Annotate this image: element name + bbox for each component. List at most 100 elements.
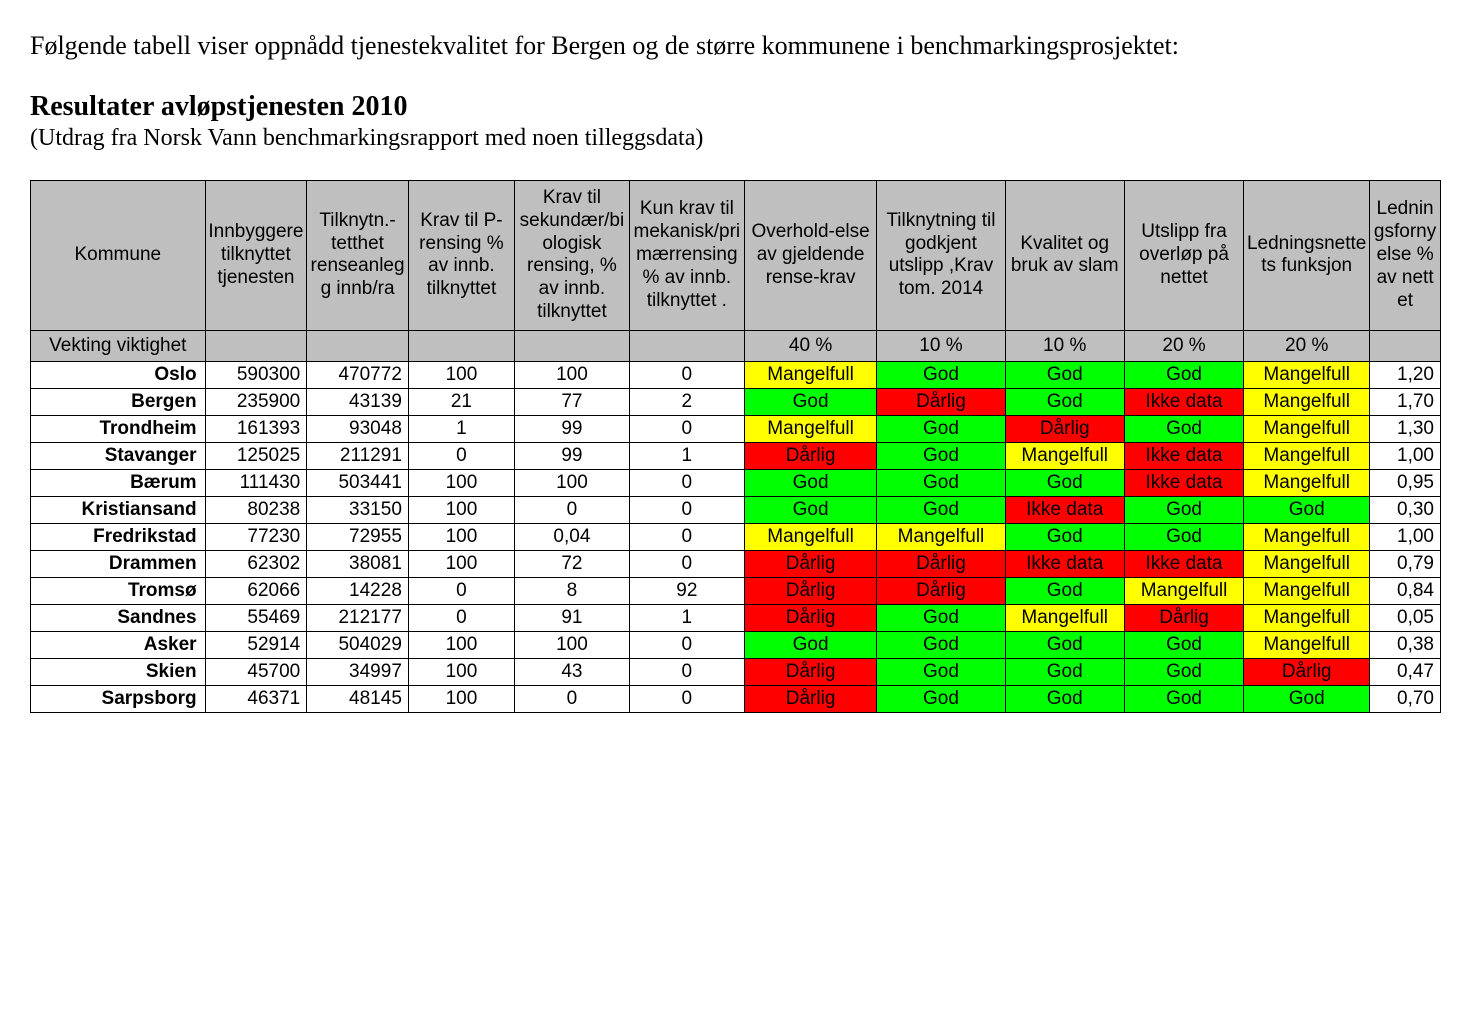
status-cell: God [877, 685, 1005, 712]
numeric-cell: 2 [629, 388, 744, 415]
status-cell: Ikke data [1124, 442, 1243, 469]
numeric-cell: 77230 [205, 523, 307, 550]
status-cell: God [1124, 658, 1243, 685]
status-cell: God [877, 415, 1005, 442]
status-cell: God [1124, 631, 1243, 658]
numeric-cell: 0 [408, 577, 514, 604]
numeric-cell: 0 [408, 604, 514, 631]
status-cell: Mangelfull [1005, 442, 1124, 469]
status-cell: Mangelfull [744, 415, 877, 442]
column-header: Tilknytn.-tetthet renseanlegg innb/ra [307, 181, 409, 331]
status-cell: God [744, 469, 877, 496]
table-row: Bergen2359004313921772GodDårligGodIkke d… [31, 388, 1441, 415]
table-row: Fredrikstad77230729551000,040MangelfullM… [31, 523, 1441, 550]
weighting-cell [307, 330, 409, 361]
status-cell: Dårlig [1244, 658, 1370, 685]
numeric-cell: 0,47 [1370, 658, 1441, 685]
status-cell: Mangelfull [1244, 604, 1370, 631]
column-header: Overhold-else av gjeldende rense-krav [744, 181, 877, 331]
page-title: Resultater avløpstjenesten 2010 [30, 91, 1441, 123]
numeric-cell: 0,95 [1370, 469, 1441, 496]
numeric-cell: 46371 [205, 685, 307, 712]
numeric-cell: 100 [408, 496, 514, 523]
kommune-cell: Sandnes [31, 604, 206, 631]
numeric-cell: 1 [408, 415, 514, 442]
status-cell: God [877, 604, 1005, 631]
numeric-cell: 100 [408, 523, 514, 550]
numeric-cell: 1,00 [1370, 523, 1441, 550]
weighting-cell [514, 330, 629, 361]
numeric-cell: 1,20 [1370, 361, 1441, 388]
numeric-cell: 100 [514, 361, 629, 388]
status-cell: God [1005, 469, 1124, 496]
numeric-cell: 93048 [307, 415, 409, 442]
numeric-cell: 77 [514, 388, 629, 415]
status-cell: God [1124, 361, 1243, 388]
status-cell: God [877, 631, 1005, 658]
table-row: Sandnes554692121770911DårligGodMangelful… [31, 604, 1441, 631]
column-header: Krav til P-rensing % av innb. tilknyttet [408, 181, 514, 331]
numeric-cell: 0 [629, 469, 744, 496]
table-header-row: KommuneInnbyggere tilknyttet tjenestenTi… [31, 181, 1441, 331]
numeric-cell: 62302 [205, 550, 307, 577]
status-cell: God [1244, 685, 1370, 712]
table-row: Sarpsborg463714814510000DårligGodGodGodG… [31, 685, 1441, 712]
status-cell: God [1005, 631, 1124, 658]
status-cell: God [1124, 496, 1243, 523]
numeric-cell: 470772 [307, 361, 409, 388]
status-cell: God [1005, 388, 1124, 415]
status-cell: Mangelfull [1244, 550, 1370, 577]
numeric-cell: 100 [514, 469, 629, 496]
numeric-cell: 0,04 [514, 523, 629, 550]
numeric-cell: 0 [629, 361, 744, 388]
kommune-cell: Bærum [31, 469, 206, 496]
numeric-cell: 34997 [307, 658, 409, 685]
table-row: Trondheim161393930481990MangelfullGodDår… [31, 415, 1441, 442]
column-header: Innbyggere tilknyttet tjenesten [205, 181, 307, 331]
status-cell: Mangelfull [1244, 577, 1370, 604]
numeric-cell: 503441 [307, 469, 409, 496]
numeric-cell: 1,70 [1370, 388, 1441, 415]
numeric-cell: 0,84 [1370, 577, 1441, 604]
numeric-cell: 100 [514, 631, 629, 658]
numeric-cell: 0,79 [1370, 550, 1441, 577]
numeric-cell: 504029 [307, 631, 409, 658]
status-cell: Dårlig [877, 388, 1005, 415]
column-header: Tilknytning til godkjent utslipp ,Krav t… [877, 181, 1005, 331]
kommune-cell: Tromsø [31, 577, 206, 604]
status-cell: God [1005, 658, 1124, 685]
weighting-cell [408, 330, 514, 361]
numeric-cell: 33150 [307, 496, 409, 523]
numeric-cell: 211291 [307, 442, 409, 469]
kommune-cell: Asker [31, 631, 206, 658]
status-cell: God [744, 631, 877, 658]
status-cell: God [744, 496, 877, 523]
status-cell: Ikke data [1124, 388, 1243, 415]
numeric-cell: 43139 [307, 388, 409, 415]
status-cell: God [877, 496, 1005, 523]
status-cell: God [1005, 361, 1124, 388]
weighting-cell: 20 % [1244, 330, 1370, 361]
column-header: Ledningsfornyelse % av nettet [1370, 181, 1441, 331]
numeric-cell: 91 [514, 604, 629, 631]
weighting-cell: 10 % [877, 330, 1005, 361]
column-header: Utslipp fra overløp på nettet [1124, 181, 1243, 331]
status-cell: Dårlig [744, 550, 877, 577]
status-cell: God [1005, 577, 1124, 604]
numeric-cell: 235900 [205, 388, 307, 415]
status-cell: Mangelfull [1005, 604, 1124, 631]
numeric-cell: 0 [408, 442, 514, 469]
table-row: Bærum1114305034411001000GodGodGodIkke da… [31, 469, 1441, 496]
kommune-cell: Trondheim [31, 415, 206, 442]
numeric-cell: 0,38 [1370, 631, 1441, 658]
numeric-cell: 80238 [205, 496, 307, 523]
numeric-cell: 212177 [307, 604, 409, 631]
numeric-cell: 0 [514, 685, 629, 712]
status-cell: God [1124, 415, 1243, 442]
numeric-cell: 0 [629, 685, 744, 712]
status-cell: Mangelfull [1244, 361, 1370, 388]
numeric-cell: 0,05 [1370, 604, 1441, 631]
weighting-cell [1370, 330, 1441, 361]
numeric-cell: 72 [514, 550, 629, 577]
numeric-cell: 62066 [205, 577, 307, 604]
